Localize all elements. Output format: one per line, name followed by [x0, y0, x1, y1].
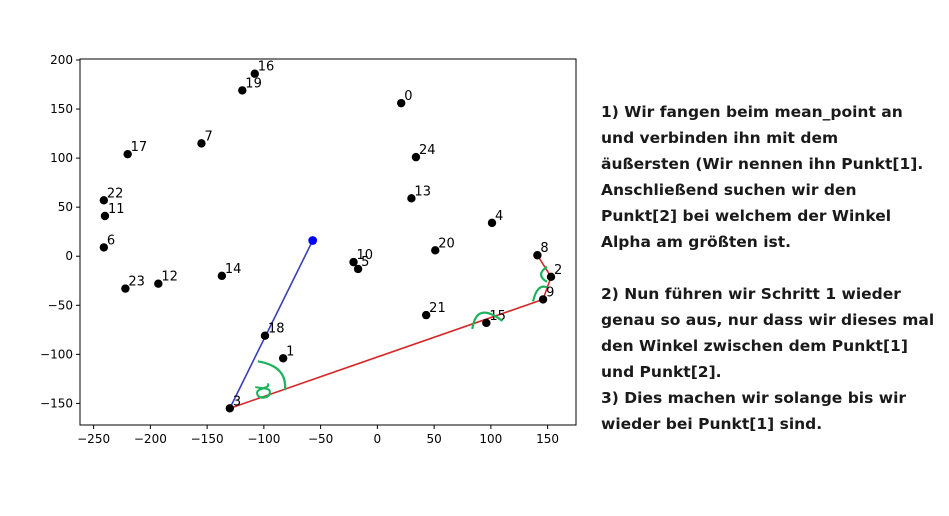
angle-arc — [471, 311, 504, 330]
data-point — [411, 152, 421, 162]
step1-line: 1) Wir fangen beim mean_point an — [601, 103, 903, 121]
y-tick-label: −100 — [40, 347, 73, 361]
step2-block: 2) Nun führen wir Schritt 1 wieder genau… — [601, 281, 941, 385]
point-label: 24 — [419, 143, 436, 158]
point-label: 13 — [414, 184, 431, 199]
data-point — [353, 264, 363, 274]
step2-line: den Winkel zwischen dem Punkt[1] — [601, 337, 908, 355]
step2-line: 2) Nun führen wir Schritt 1 wieder — [601, 285, 901, 303]
point-label: 10 — [357, 248, 374, 263]
paragraph-gap — [601, 255, 941, 281]
data-point — [482, 318, 491, 328]
y-tick-label: 0 — [65, 249, 73, 263]
y-tick-label: −150 — [40, 396, 73, 410]
point-label: 19 — [245, 76, 262, 91]
angle-arc — [532, 285, 548, 302]
point-label: 5 — [361, 255, 369, 270]
point-label: 16 — [258, 60, 275, 75]
y-tick-label: 100 — [50, 151, 73, 165]
angle-arc — [539, 265, 548, 283]
x-tick-label: −100 — [247, 432, 280, 446]
step1-block: 1) Wir fangen beim mean_point an und ver… — [601, 99, 941, 255]
data-point — [431, 246, 440, 255]
step3-line: wieder bei Punkt[1] sind. — [601, 415, 823, 433]
point-label: 9 — [546, 285, 554, 300]
y-tick-label: 150 — [50, 102, 73, 116]
plot-frame — [79, 58, 577, 426]
point-label: 22 — [107, 186, 124, 201]
point-label: 8 — [540, 241, 548, 256]
point-label: 12 — [161, 270, 178, 285]
point-label: 11 — [108, 202, 125, 217]
x-tick-label: 0 — [374, 432, 382, 446]
step2-line: und Punkt[2]. — [601, 363, 722, 381]
data-point — [197, 139, 206, 148]
data-point — [99, 243, 109, 252]
y-tick-label: 50 — [58, 200, 73, 214]
data-point — [154, 279, 163, 288]
data-point — [487, 218, 497, 228]
x-tick-label: 50 — [426, 432, 441, 446]
point-label: 14 — [225, 262, 242, 277]
point-label: 17 — [131, 140, 148, 155]
mean-line — [229, 240, 314, 409]
data-point — [238, 86, 247, 95]
point-label: 1 — [286, 344, 294, 359]
step2-line: genau so aus, nur dass wir dieses mal — [601, 311, 935, 329]
data-point — [407, 194, 416, 203]
x-tick-label: −250 — [77, 432, 110, 446]
data-point — [278, 354, 288, 363]
point-label: 18 — [268, 322, 285, 337]
data-point — [260, 331, 270, 340]
y-tick-label: 200 — [50, 53, 73, 67]
hull-segment — [229, 298, 544, 410]
x-tick-label: 150 — [536, 432, 559, 446]
point-label: 2 — [554, 263, 562, 278]
step1-line: Alpha am größten ist. — [601, 233, 792, 251]
point-label: 0 — [404, 89, 412, 104]
point-label: 21 — [429, 301, 446, 316]
step1-line: Anschließend suchen wir den — [601, 181, 857, 199]
hull-segment — [536, 254, 552, 278]
data-point — [533, 251, 542, 260]
data-point — [217, 271, 227, 281]
data-point — [99, 196, 109, 205]
point-label: 3 — [233, 394, 241, 409]
y-tick-label: −50 — [48, 298, 73, 312]
alpha-annotation: α — [246, 381, 279, 403]
angle-arc — [257, 360, 287, 391]
step1-line: Punkt[2] bei welchem der Winkel — [601, 207, 892, 225]
x-tick-label: −200 — [134, 432, 167, 446]
point-label: 7 — [204, 129, 212, 144]
mean-point — [308, 236, 318, 245]
point-label: 4 — [495, 209, 503, 224]
step1-line: äußersten (Wir nennen ihn Punkt[1]. — [601, 155, 924, 173]
step3-block: 3) Dies machen wir solange bis wir wiede… — [601, 385, 941, 437]
x-tick-label: 100 — [479, 432, 502, 446]
data-point — [349, 257, 358, 267]
x-tick-label: −50 — [308, 432, 333, 446]
point-label: 6 — [107, 233, 115, 248]
point-label: 23 — [128, 275, 145, 290]
data-point — [250, 69, 259, 78]
data-point — [225, 404, 235, 413]
step1-line: und verbinden ihn mit dem — [601, 129, 839, 147]
data-point — [397, 98, 406, 108]
explanation-panel: 1) Wir fangen beim mean_point an und ver… — [601, 99, 941, 437]
point-label: 20 — [438, 236, 455, 251]
data-point — [538, 295, 548, 304]
x-tick-label: −150 — [191, 432, 224, 446]
data-point — [100, 211, 110, 221]
data-point — [123, 149, 132, 159]
data-point — [421, 310, 431, 320]
data-point — [546, 272, 556, 282]
scatter-plot: 0123456789101112131415161718192021222324… — [40, 53, 577, 446]
data-point — [121, 284, 130, 293]
step3-line: 3) Dies machen wir solange bis wir — [601, 389, 907, 407]
